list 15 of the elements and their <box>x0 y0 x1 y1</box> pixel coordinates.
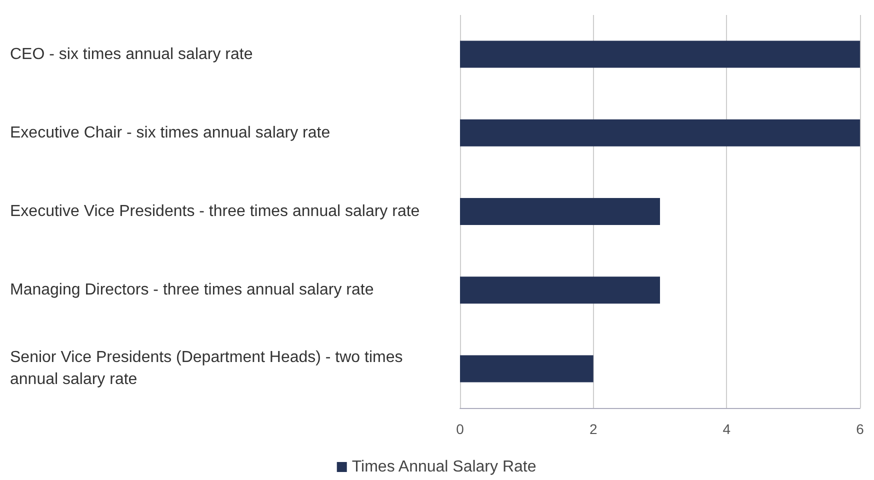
bar <box>460 355 594 382</box>
x-tick-label: 2 <box>589 421 598 437</box>
bar <box>460 40 860 68</box>
y-tick-label: Senior Vice Presidents (Department Heads) - two times annual salary rate <box>10 349 408 388</box>
y-tick-label: Executive Chair - six times annual salary rate <box>10 124 330 142</box>
y-tick-label: CEO - six times annual salary rate <box>10 46 253 63</box>
y-tick-label: Managing Directors - three times annual salary rate <box>10 282 374 299</box>
x-tick-label: 6 <box>856 421 864 437</box>
x-tick-label: 0 <box>456 421 464 437</box>
bar <box>460 119 860 146</box>
legend-label: Times Annual Salary Rate <box>352 458 536 476</box>
y-tick-label: Executive Vice Presidents - three times annual salary rate <box>10 203 420 220</box>
bar <box>460 276 660 304</box>
x-tick-label: 4 <box>722 421 731 437</box>
bar <box>460 198 660 225</box>
